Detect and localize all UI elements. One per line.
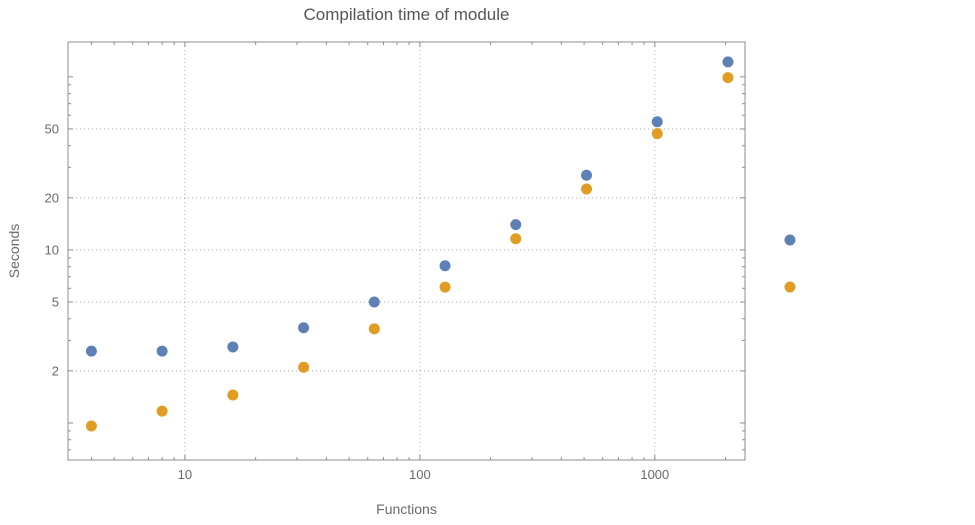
data-point-series-2 (156, 405, 168, 417)
data-point-series-2 (85, 420, 97, 432)
x-tick-label: 100 (409, 467, 431, 482)
data-point-series-2 (510, 233, 522, 245)
data-point-series-1 (722, 56, 734, 68)
y-tick-label: 10 (45, 242, 59, 257)
x-tick-label: 1000 (640, 467, 669, 482)
data-point-series-1 (581, 169, 593, 181)
data-point-series-2 (651, 128, 663, 140)
y-tick-label: 2 (52, 363, 59, 378)
legend-marker-series-2 (784, 281, 796, 293)
data-point-series-2 (439, 281, 451, 293)
y-axis-label: Seconds (6, 223, 22, 279)
data-point-series-1 (651, 116, 663, 128)
data-point-series-1 (510, 219, 522, 231)
data-point-series-2 (722, 72, 734, 84)
data-point-series-2 (581, 183, 593, 195)
data-point-series-1 (439, 260, 451, 272)
x-tick-label: 10 (178, 467, 192, 482)
data-point-series-1 (298, 322, 310, 334)
legend-marker-series-1 (784, 234, 796, 246)
plot-frame (67, 41, 746, 461)
data-point-series-1 (368, 296, 380, 308)
data-point-series-2 (368, 323, 380, 335)
chart-title: Compilation time of module (303, 5, 510, 24)
data-point-series-1 (156, 345, 168, 357)
data-point-series-2 (227, 389, 239, 401)
data-point-series-1 (85, 345, 97, 357)
data-point-series-2 (298, 361, 310, 373)
data-point-series-1 (227, 341, 239, 353)
y-tick-label: 20 (45, 190, 59, 205)
y-tick-label: 50 (45, 121, 59, 136)
y-tick-label: 5 (52, 295, 59, 310)
x-axis-label: Functions (376, 501, 437, 517)
